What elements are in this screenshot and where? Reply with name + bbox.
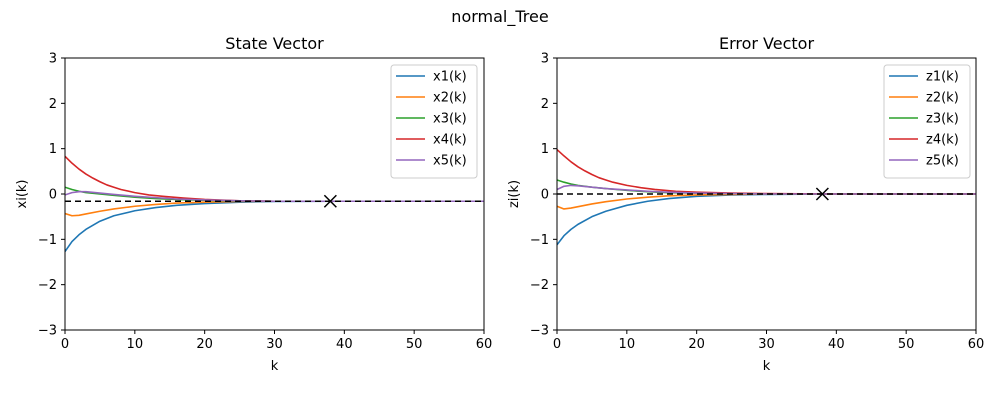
legend: x1(k) x2(k) x3(k) x4(k) x5(k) [390,64,478,179]
x-axis-label: k [763,359,771,374]
legend-label: x1(k) [433,70,467,85]
x-marker [815,187,829,201]
y-tick-label: 2 [541,97,549,112]
legend-label: z4(k) [926,133,959,148]
y-axis-label: zi(k) [507,180,522,208]
y-tick-label: −3 [530,324,549,339]
y-tick-label: −1 [530,233,549,248]
x-axis-label: k [271,359,279,374]
x-tick-label: 0 [61,337,69,352]
legend-label: z3(k) [926,112,959,127]
plot-area [557,148,976,246]
error-vector-subplot: Error Vector k zi(k) 0 10 20 30 40 50 60−3−2−1… [507,34,984,374]
legend: z1(k) z2(k) z3(k) z4(k) z5(k) [883,64,971,179]
y-tick-label: 1 [541,142,549,157]
legend-label: x2(k) [433,91,467,106]
y-tick-label: 3 [541,52,549,67]
y-tick-label: 0 [49,188,57,203]
legend-label: z5(k) [926,154,959,169]
x-tick-label: 20 [196,337,213,352]
y-tick-label: 1 [49,142,57,157]
legend-label: x5(k) [433,154,467,169]
x-tick-label: 30 [266,337,283,352]
legend-label: x3(k) [433,112,467,127]
plot-area [65,155,484,253]
y-tick-label: −1 [38,233,57,248]
y-tick-label: 2 [49,97,57,112]
x-tick-label: 0 [553,337,561,352]
legend-frame [883,64,971,179]
y-tick-label: −2 [530,278,549,293]
x-tick-label: 40 [828,337,845,352]
x-marker [323,194,337,208]
x-tick-label: 20 [688,337,705,352]
y-tick-label: −3 [38,324,57,339]
legend-label: z2(k) [926,91,959,106]
legend-label: z1(k) [926,70,959,85]
y-tick-label: 3 [49,52,57,67]
x-tick-label: 40 [336,337,353,352]
y-tick-label: −2 [38,278,57,293]
y-tick-label: 0 [541,188,549,203]
x-tick-label: 60 [968,337,985,352]
x-tick-label: 50 [898,337,915,352]
legend-label: x4(k) [433,133,467,148]
subplot-title: State Vector [225,34,324,53]
y-axis-label: xi(k) [15,180,30,209]
figure-suptitle: normal_Tree [451,7,548,27]
subplot-title: Error Vector [719,34,814,53]
x-tick-label: 10 [619,337,636,352]
x-tick-label: 30 [758,337,775,352]
x-tick-label: 60 [476,337,493,352]
x-tick-label: 50 [406,337,423,352]
state-vector-subplot: State Vector k xi(k) 0 10 20 30 40 50 60−3−2−1… [15,34,492,374]
x-tick-label: 10 [127,337,144,352]
legend-frame [390,64,478,179]
